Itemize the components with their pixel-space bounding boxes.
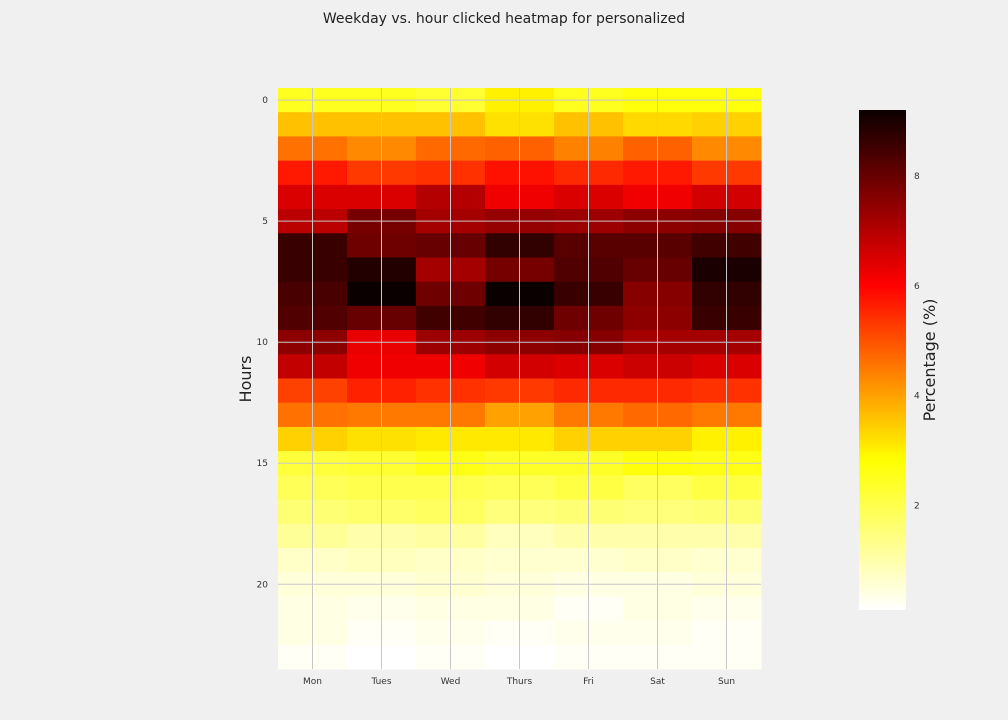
grid-lines: [278, 88, 761, 669]
x-tick-label: Thurs: [506, 677, 533, 687]
x-tick-label: Fri: [583, 677, 594, 687]
x-tick-label: Mon: [303, 677, 322, 687]
y-tick-labels: 0 5 10 15 20: [257, 96, 269, 590]
x-tick-labels: Mon Tues Wed Thurs Fri Sat Sun: [303, 677, 735, 687]
y-tick-label: 15: [257, 459, 268, 469]
colorbar-tick-labels: 2 4 6 8: [914, 172, 920, 512]
y-tick-label: 0: [262, 96, 268, 106]
x-tick-label: Sat: [650, 677, 665, 687]
y-axis-label: Hours: [236, 356, 255, 403]
colorbar-tick-label: 4: [914, 392, 920, 402]
y-tick-label: 20: [257, 580, 269, 590]
colorbar-tick-label: 2: [914, 502, 920, 512]
colorbar: [859, 110, 906, 610]
y-tick-label: 10: [257, 338, 269, 348]
y-tick-label: 5: [262, 217, 268, 227]
colorbar-tick-label: 8: [914, 172, 920, 182]
colorbar-label: Percentage (%): [920, 299, 939, 422]
x-tick-label: Sun: [718, 677, 735, 687]
x-tick-label: Tues: [370, 677, 391, 687]
x-tick-label: Wed: [441, 677, 461, 687]
chart-title: Weekday vs. hour clicked heatmap for per…: [322, 11, 686, 27]
colorbar-tick-label: 6: [914, 282, 920, 292]
